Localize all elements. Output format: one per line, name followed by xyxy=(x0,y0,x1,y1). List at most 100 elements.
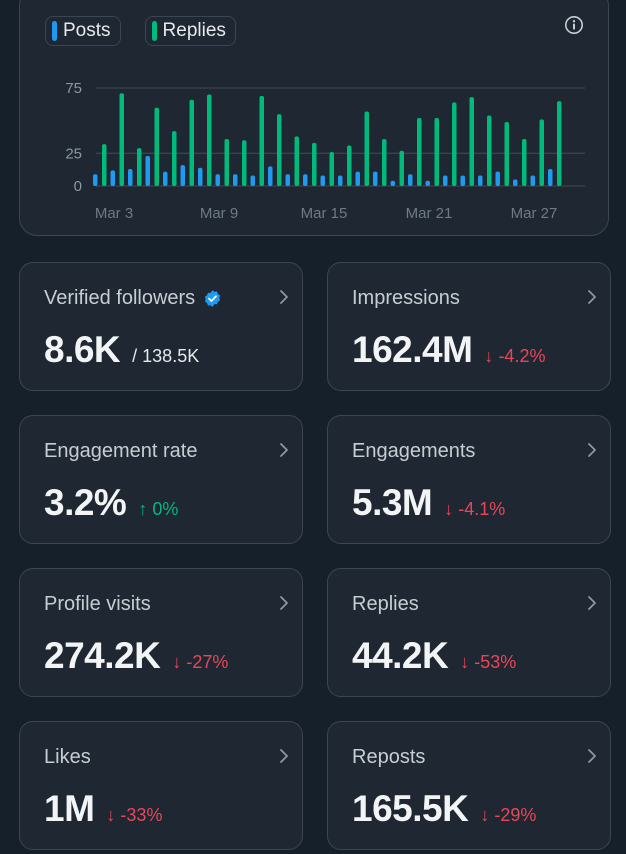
legend-posts[interactable]: Posts xyxy=(45,16,121,46)
stat-value-row: 3.2% ↑ 0% xyxy=(44,482,178,524)
stat-card-impressions[interactable]: Impressions 162.4M ↓ -4.2% xyxy=(327,262,611,391)
chevron-right-icon[interactable] xyxy=(586,595,598,611)
stat-label: Reposts xyxy=(352,746,425,769)
bar-replies xyxy=(347,145,352,186)
legend-posts-label: Posts xyxy=(63,20,111,41)
bar-posts xyxy=(390,180,395,186)
bar-chart: 0 25 75 Mar 3 Mar 9 Mar 15 Mar 21 Mar 27 xyxy=(65,80,585,222)
bar-posts xyxy=(460,175,465,186)
stat-card-likes[interactable]: Likes 1M ↓ -33% xyxy=(19,721,303,850)
stat-delta: ↑ 0% xyxy=(138,499,178,520)
stat-label-text: Profile visits xyxy=(44,593,151,615)
bar-posts xyxy=(495,171,500,186)
y-tick-label: 25 xyxy=(65,145,82,162)
stat-value: 8.6K xyxy=(44,329,121,370)
stat-label: Replies xyxy=(352,593,419,616)
arrow-down-icon: ↓ xyxy=(480,805,490,825)
stat-delta-value: -27% xyxy=(186,652,229,672)
x-tick-label: Mar 9 xyxy=(200,205,238,222)
bar-replies xyxy=(312,142,317,186)
bar-replies xyxy=(382,138,387,186)
chevron-right-icon[interactable] xyxy=(586,442,598,458)
bar-posts xyxy=(198,167,203,186)
info-icon[interactable] xyxy=(564,15,584,35)
stat-delta: ↓ -29% xyxy=(480,805,536,826)
arrow-up-icon: ↑ xyxy=(138,499,148,519)
bar-posts xyxy=(110,170,115,186)
stat-value: 274.2K xyxy=(44,635,161,676)
bar-posts xyxy=(443,175,448,186)
stat-label: Impressions xyxy=(352,287,460,310)
bar-posts xyxy=(320,175,325,186)
bar-posts xyxy=(513,179,518,186)
legend-replies[interactable]: Replies xyxy=(144,16,236,46)
stat-value: 162.4M xyxy=(352,329,473,370)
stat-value: 5.3M xyxy=(352,482,433,523)
bar-posts xyxy=(425,180,430,186)
bar-posts xyxy=(548,169,553,186)
bar-posts xyxy=(163,171,168,186)
chart-legend: Posts Replies xyxy=(45,16,236,46)
stat-card-engagements[interactable]: Engagements 5.3M ↓ -4.1% xyxy=(327,415,611,544)
bar-replies xyxy=(504,121,509,186)
bar-replies xyxy=(294,136,299,186)
bar-posts xyxy=(145,155,150,186)
replies-swatch xyxy=(151,21,157,41)
chevron-right-icon[interactable] xyxy=(278,442,290,458)
bar-replies xyxy=(452,102,457,186)
chart-card: 0 25 75 Mar 3 Mar 9 Mar 15 Mar 21 Mar 27 Posts … xyxy=(19,0,609,236)
bar-posts xyxy=(338,175,343,186)
bar-replies xyxy=(364,111,369,186)
stat-card-reposts[interactable]: Reposts 165.5K ↓ -29% xyxy=(327,721,611,850)
bar-replies xyxy=(522,138,527,186)
stat-value-row: 5.3M ↓ -4.1% xyxy=(352,482,505,524)
bar-posts xyxy=(303,174,308,186)
stat-delta: ↓ -4.1% xyxy=(444,499,505,520)
stat-card-replies[interactable]: Replies 44.2K ↓ -53% xyxy=(327,568,611,697)
chevron-right-icon[interactable] xyxy=(278,748,290,764)
verified-badge-icon xyxy=(205,290,221,307)
stat-label-text: Likes xyxy=(44,746,91,768)
bar-replies xyxy=(137,148,142,186)
bar-posts xyxy=(408,174,413,186)
bar-replies xyxy=(189,99,194,186)
stat-label: Profile visits xyxy=(44,593,151,616)
bar-posts xyxy=(215,174,220,186)
stat-value-row: 162.4M ↓ -4.2% xyxy=(352,329,545,371)
stat-delta: ↓ -4.2% xyxy=(484,346,545,367)
stat-label: Likes xyxy=(44,746,91,769)
stat-card-profile-visits[interactable]: Profile visits 274.2K ↓ -27% xyxy=(19,568,303,697)
x-tick-label: Mar 27 xyxy=(511,205,558,222)
x-tick-label: Mar 21 xyxy=(406,205,453,222)
bar-replies xyxy=(102,144,107,186)
stat-label-text: Engagements xyxy=(352,440,476,462)
bar-replies xyxy=(207,94,212,186)
arrow-down-icon: ↓ xyxy=(444,499,454,519)
stat-value: 165.5K xyxy=(352,788,469,829)
chevron-right-icon[interactable] xyxy=(278,289,290,305)
stat-label: Verified followers xyxy=(44,287,222,310)
bar-replies xyxy=(259,95,264,186)
stat-label-text: Verified followers xyxy=(44,287,196,309)
bar-posts xyxy=(355,171,360,186)
arrow-down-icon: ↓ xyxy=(484,346,494,366)
y-tick-label: 75 xyxy=(65,80,82,97)
bar-posts xyxy=(93,174,98,186)
bar-replies xyxy=(399,150,404,186)
stat-card-verified-followers[interactable]: Verified followers 8.6K / 138.5K xyxy=(19,262,303,391)
stat-delta: ↓ -53% xyxy=(460,652,516,673)
stat-card-engagement-rate[interactable]: Engagement rate 3.2% ↑ 0% xyxy=(19,415,303,544)
chevron-right-icon[interactable] xyxy=(586,748,598,764)
arrow-down-icon: ↓ xyxy=(460,652,470,672)
bar-posts xyxy=(180,165,185,186)
bar-posts xyxy=(373,171,378,186)
bar-replies xyxy=(469,97,474,186)
stat-value-row: 1M ↓ -33% xyxy=(44,788,162,830)
chevron-right-icon[interactable] xyxy=(278,595,290,611)
stat-label-text: Engagement rate xyxy=(44,440,198,462)
bar-replies xyxy=(417,118,422,186)
chevron-right-icon[interactable] xyxy=(586,289,598,305)
x-tick-label: Mar 15 xyxy=(301,205,348,222)
stat-label: Engagement rate xyxy=(44,440,197,463)
bar-posts xyxy=(268,166,273,186)
